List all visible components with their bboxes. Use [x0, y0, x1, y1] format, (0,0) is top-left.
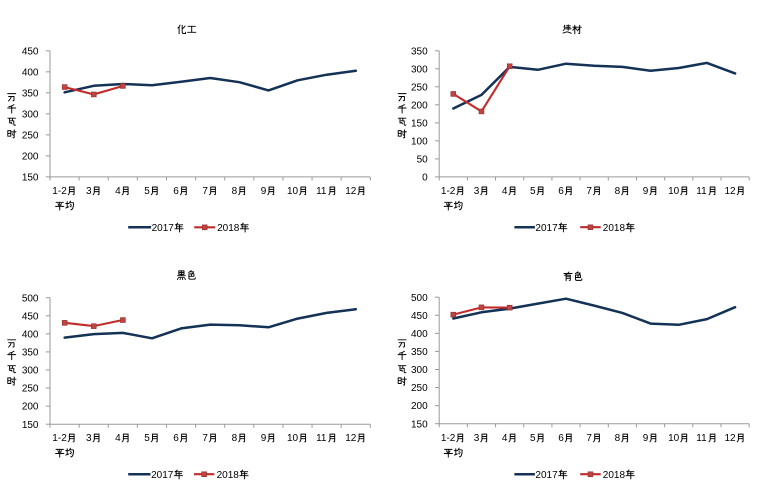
svg-text:12: 12 — [725, 186, 737, 197]
svg-text:500: 500 — [22, 293, 39, 304]
svg-text:250: 250 — [22, 384, 39, 395]
svg-text:2017: 2017 — [152, 223, 175, 234]
svg-text:1-2: 1-2 — [52, 186, 67, 197]
svg-text:7: 7 — [586, 433, 592, 444]
svg-text:9: 9 — [261, 433, 267, 444]
svg-text:3: 3 — [86, 433, 92, 444]
svg-text:8: 8 — [615, 433, 621, 444]
svg-text:12: 12 — [345, 186, 357, 197]
svg-text:4: 4 — [502, 433, 508, 444]
svg-text:1-2: 1-2 — [441, 186, 456, 197]
svg-text:9: 9 — [643, 186, 649, 197]
svg-text:9: 9 — [261, 186, 267, 197]
svg-text:350: 350 — [411, 46, 428, 57]
svg-text:1-2: 1-2 — [441, 433, 456, 444]
svg-text:350: 350 — [22, 88, 39, 99]
svg-text:10: 10 — [668, 186, 680, 197]
svg-text:200: 200 — [411, 100, 428, 111]
svg-text:200: 200 — [411, 401, 428, 412]
svg-text:300: 300 — [411, 64, 428, 75]
svg-text:5: 5 — [530, 186, 536, 197]
svg-text:11: 11 — [696, 186, 707, 197]
svg-text:4: 4 — [115, 186, 121, 197]
svg-text:5: 5 — [144, 433, 150, 444]
svg-text:7: 7 — [586, 186, 592, 197]
svg-text:250: 250 — [411, 82, 428, 93]
svg-text:8: 8 — [232, 186, 238, 197]
svg-text:300: 300 — [411, 365, 428, 376]
svg-text:2018: 2018 — [217, 223, 240, 234]
svg-text:5: 5 — [530, 433, 536, 444]
svg-text:8: 8 — [232, 433, 238, 444]
svg-text:2017: 2017 — [535, 223, 558, 234]
svg-text:450: 450 — [22, 46, 39, 57]
svg-text:350: 350 — [411, 347, 428, 358]
svg-text:1-2: 1-2 — [52, 433, 67, 444]
svg-text:250: 250 — [22, 130, 39, 141]
svg-text:2018: 2018 — [603, 470, 626, 481]
svg-text:11: 11 — [316, 186, 327, 197]
svg-text:150: 150 — [22, 420, 39, 431]
svg-text:3: 3 — [474, 433, 480, 444]
svg-text:300: 300 — [22, 109, 39, 120]
svg-text:9: 9 — [643, 433, 649, 444]
svg-text:3: 3 — [86, 186, 92, 197]
svg-text:450: 450 — [411, 311, 428, 322]
svg-text:11: 11 — [316, 433, 327, 444]
svg-text:150: 150 — [411, 419, 428, 430]
svg-text:2017: 2017 — [151, 470, 174, 481]
svg-text:6: 6 — [173, 186, 179, 197]
svg-text:10: 10 — [287, 186, 299, 197]
svg-text:400: 400 — [411, 329, 428, 340]
svg-text:4: 4 — [502, 186, 508, 197]
svg-text:200: 200 — [22, 402, 39, 413]
svg-text:2018: 2018 — [217, 470, 240, 481]
svg-text:7: 7 — [202, 433, 208, 444]
svg-text:8: 8 — [615, 186, 621, 197]
svg-text:3: 3 — [474, 186, 480, 197]
svg-text:100: 100 — [411, 136, 428, 147]
svg-text:6: 6 — [558, 186, 564, 197]
svg-text:200: 200 — [22, 151, 39, 162]
svg-text:5: 5 — [144, 186, 150, 197]
svg-text:12: 12 — [345, 433, 357, 444]
svg-text:500: 500 — [411, 293, 428, 304]
svg-text:10: 10 — [668, 433, 680, 444]
svg-text:2017: 2017 — [535, 470, 558, 481]
svg-text:300: 300 — [22, 366, 39, 377]
svg-text:10: 10 — [287, 433, 299, 444]
svg-text:7: 7 — [202, 186, 208, 197]
svg-text:150: 150 — [22, 173, 39, 184]
svg-text:6: 6 — [558, 433, 564, 444]
svg-text:400: 400 — [22, 329, 39, 340]
svg-text:50: 50 — [417, 154, 429, 165]
svg-text:150: 150 — [411, 118, 428, 129]
svg-text:400: 400 — [22, 67, 39, 78]
svg-text:350: 350 — [22, 348, 39, 359]
svg-text:4: 4 — [115, 433, 121, 444]
svg-text:6: 6 — [173, 433, 179, 444]
svg-text:11: 11 — [696, 433, 707, 444]
svg-text:250: 250 — [411, 383, 428, 394]
svg-text:2018: 2018 — [603, 223, 626, 234]
svg-text:450: 450 — [22, 311, 39, 322]
svg-text:12: 12 — [725, 433, 737, 444]
svg-text:0: 0 — [422, 173, 428, 184]
